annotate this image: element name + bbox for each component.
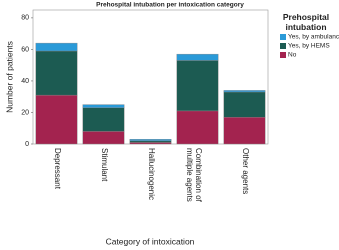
bar-segment [35,42,78,52]
x-tick-label: Hallucinogenic [146,148,156,201]
y-tick-label: 80 [21,15,29,22]
x-tick-label: Combination of multiple agents [184,148,203,202]
y-tick-label: 60 [21,46,29,53]
legend-label: Yes, by ambulance [288,34,339,41]
x-tick-label: Other agents [240,148,250,195]
bar-segment [82,104,125,108]
bar-segment [82,107,125,132]
legend-swatch [280,43,286,49]
bar-segment [176,110,219,145]
y-axis-label: Number of patients [4,41,14,113]
x-tick-label: Stimulant [99,148,109,182]
legend-swatch [280,34,286,40]
bar-segment [223,90,266,93]
bar-segment [129,140,172,143]
bar-segment [223,91,266,118]
bar-segment [35,50,78,96]
bar-segment [82,131,125,145]
x-axis-label: Category of intoxication [106,236,195,246]
legend-title: Prehospital intubation [282,12,330,32]
y-tick-label: 0 [25,141,29,148]
bar-segment [129,139,172,142]
bar-segment [223,116,266,145]
bar-segment [176,53,219,61]
bar-segment [35,94,78,145]
chart-title: Prehospital intubation per intoxication … [96,2,244,9]
legend-label: Yes, by HEMS [288,43,330,50]
bar-segment [129,142,172,145]
y-tick-label: 40 [21,78,29,85]
x-tick-label: Depressant [52,148,62,189]
bar-segment [176,60,219,112]
legend-label: No [288,52,297,59]
y-tick-label: 20 [21,109,29,116]
legend-swatch [280,52,286,58]
